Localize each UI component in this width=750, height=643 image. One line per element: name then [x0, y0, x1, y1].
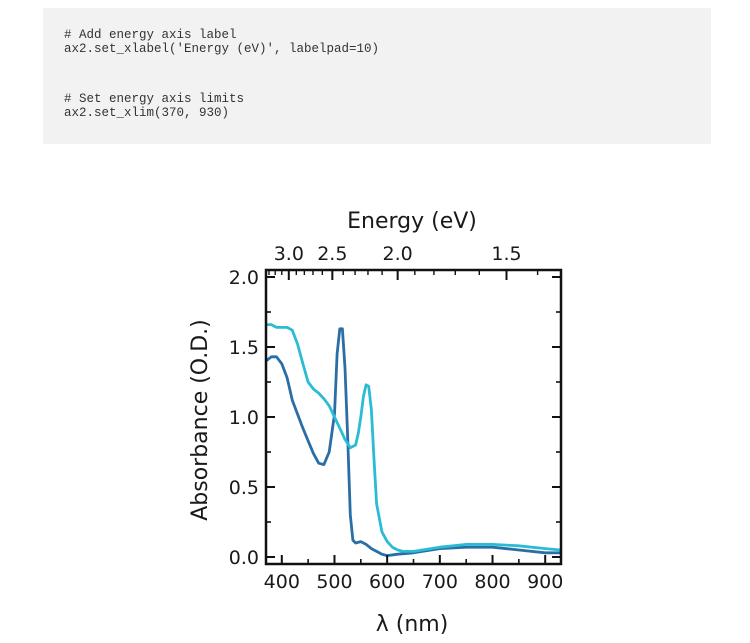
code-line: ax2.set_xlim(370, 930)	[64, 106, 230, 120]
code-line: # Add energy axis label	[64, 28, 237, 42]
energy-tick-label: 2.0	[383, 243, 413, 265]
code-line: ax2.set_xlabel('Energy (eV)', labelpad=1…	[64, 42, 380, 56]
y-tick-label: 1.0	[229, 407, 259, 429]
series-line-2	[266, 323, 562, 553]
x-axis-label: λ (nm)	[376, 612, 449, 637]
x-tick-label: 900	[527, 571, 563, 593]
energy-axis-label: Energy (eV)	[347, 209, 477, 234]
y-tick-label: 2.0	[229, 267, 259, 289]
energy-tick-label: 1.5	[491, 243, 521, 265]
series-layer	[265, 323, 562, 557]
code-block: # Add energy axis label ax2.set_xlabel('…	[43, 8, 711, 144]
y-tick-label: 0.0	[229, 547, 259, 569]
energy-tick-label: 3.0	[274, 243, 304, 265]
y-tick-label: 1.5	[229, 337, 259, 359]
y-axis-label: Absorbance (O.D.)	[188, 319, 213, 521]
x-tick-label: 800	[474, 571, 510, 593]
ticks-layer: 400 500 600 700 800 900 0.0 0.5 1.0 1.5 2.0 3.0 2.5 2…	[229, 243, 564, 593]
absorbance-chart: 400 500 600 700 800 900 0.0 0.5 1.0 1.5 2.0 3.0 2.5 2…	[188, 209, 564, 637]
x-tick-label: 500	[316, 571, 352, 593]
x-tick-label: 700	[422, 571, 458, 593]
y-tick-label: 0.5	[229, 477, 259, 499]
series-line-1	[265, 327, 561, 557]
plot-frame	[264, 268, 563, 566]
code-line: # Set energy axis limits	[64, 92, 245, 106]
absorbance-figure: 400 500 600 700 800 900 0.0 0.5 1.0 1.5 2.0 3.0 2.5 2…	[0, 190, 750, 638]
energy-tick-label: 2.5	[317, 243, 347, 265]
x-tick-label: 600	[369, 571, 405, 593]
x-tick-label: 400	[264, 571, 300, 593]
